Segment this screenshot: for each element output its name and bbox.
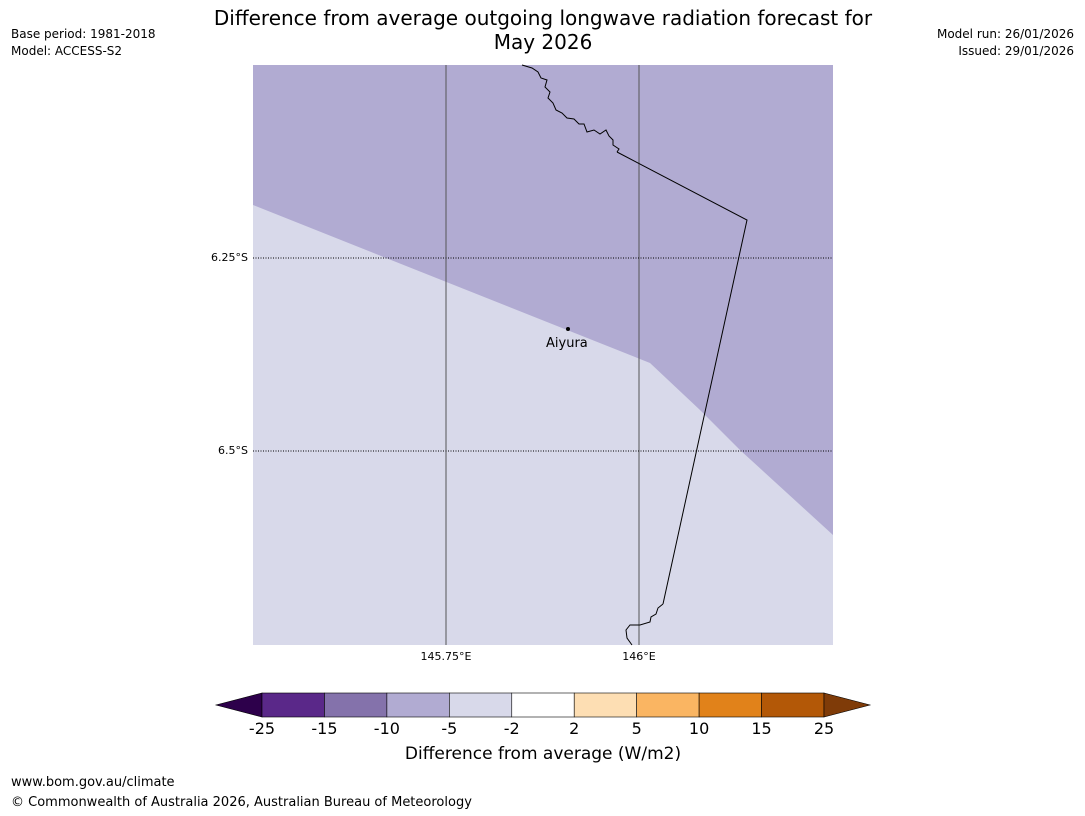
lat-label-6-25: 6.25°S — [211, 251, 248, 264]
colorbar-swatch — [511, 692, 575, 718]
page-title: Difference from average outgoing longwav… — [193, 6, 893, 54]
colorbar-swatch — [386, 692, 450, 718]
footer-copyright: © Commonwealth of Australia 2026, Austra… — [11, 795, 472, 810]
colorbar-tick-label: -5 — [441, 719, 458, 738]
colorbar-tick-label: 5 — [631, 719, 642, 738]
colorbar — [214, 692, 872, 718]
base-period-text: Base period: 1981-2018 — [11, 27, 156, 41]
colorbar-extend-low — [214, 692, 263, 718]
colorbar-tick-label: 25 — [813, 719, 835, 738]
colorbar-tick-label: -10 — [373, 719, 400, 738]
issued-text: Issued: 29/01/2026 — [958, 44, 1074, 58]
model-run-text: Model run: 26/01/2026 — [936, 27, 1074, 41]
model-text: Model: ACCESS-S2 — [11, 44, 123, 58]
colorbar-tick-label: -25 — [248, 719, 276, 738]
coastline-south — [625, 603, 664, 646]
meta-right: Model run: 26/01/2026 Issued: 29/01/2026 — [937, 26, 1074, 60]
lon-label-146: 146°E — [622, 650, 656, 663]
meta-left: Base period: 1981-2018 Model: ACCESS-S2 — [11, 26, 156, 60]
title-line-2: May 2026 — [493, 30, 593, 54]
colorbar-swatch — [573, 692, 637, 718]
region-upper-anomaly — [253, 65, 833, 535]
place-label-aiyura: Aiyura — [546, 336, 588, 351]
place-marker — [566, 327, 570, 331]
colorbar-swatch — [698, 692, 762, 718]
coastline-north — [521, 64, 620, 153]
colorbar-title: Difference from average (W/m2) — [404, 744, 682, 764]
colorbar-swatch — [261, 692, 325, 718]
lon-label-145-75: 145.75°E — [420, 650, 472, 663]
colorbar-tick-label: -15 — [311, 719, 338, 738]
colorbar-tick-label: 10 — [688, 719, 710, 738]
colorbar-tick-label: 2 — [569, 719, 580, 738]
border-line — [616, 151, 748, 605]
colorbar-swatch — [761, 692, 825, 718]
footer-url[interactable]: www.bom.gov.au/climate — [11, 775, 175, 790]
title-line-1: Difference from average outgoing longwav… — [213, 6, 873, 30]
colorbar-swatch — [324, 692, 388, 718]
lat-label-6-5: 6.5°S — [218, 444, 248, 457]
colorbar-extend-high — [823, 692, 872, 718]
colorbar-swatch — [449, 692, 513, 718]
colorbar-swatch — [636, 692, 700, 718]
colorbar-tick-label: -2 — [503, 719, 520, 738]
colorbar-tick-label: 15 — [751, 719, 772, 738]
